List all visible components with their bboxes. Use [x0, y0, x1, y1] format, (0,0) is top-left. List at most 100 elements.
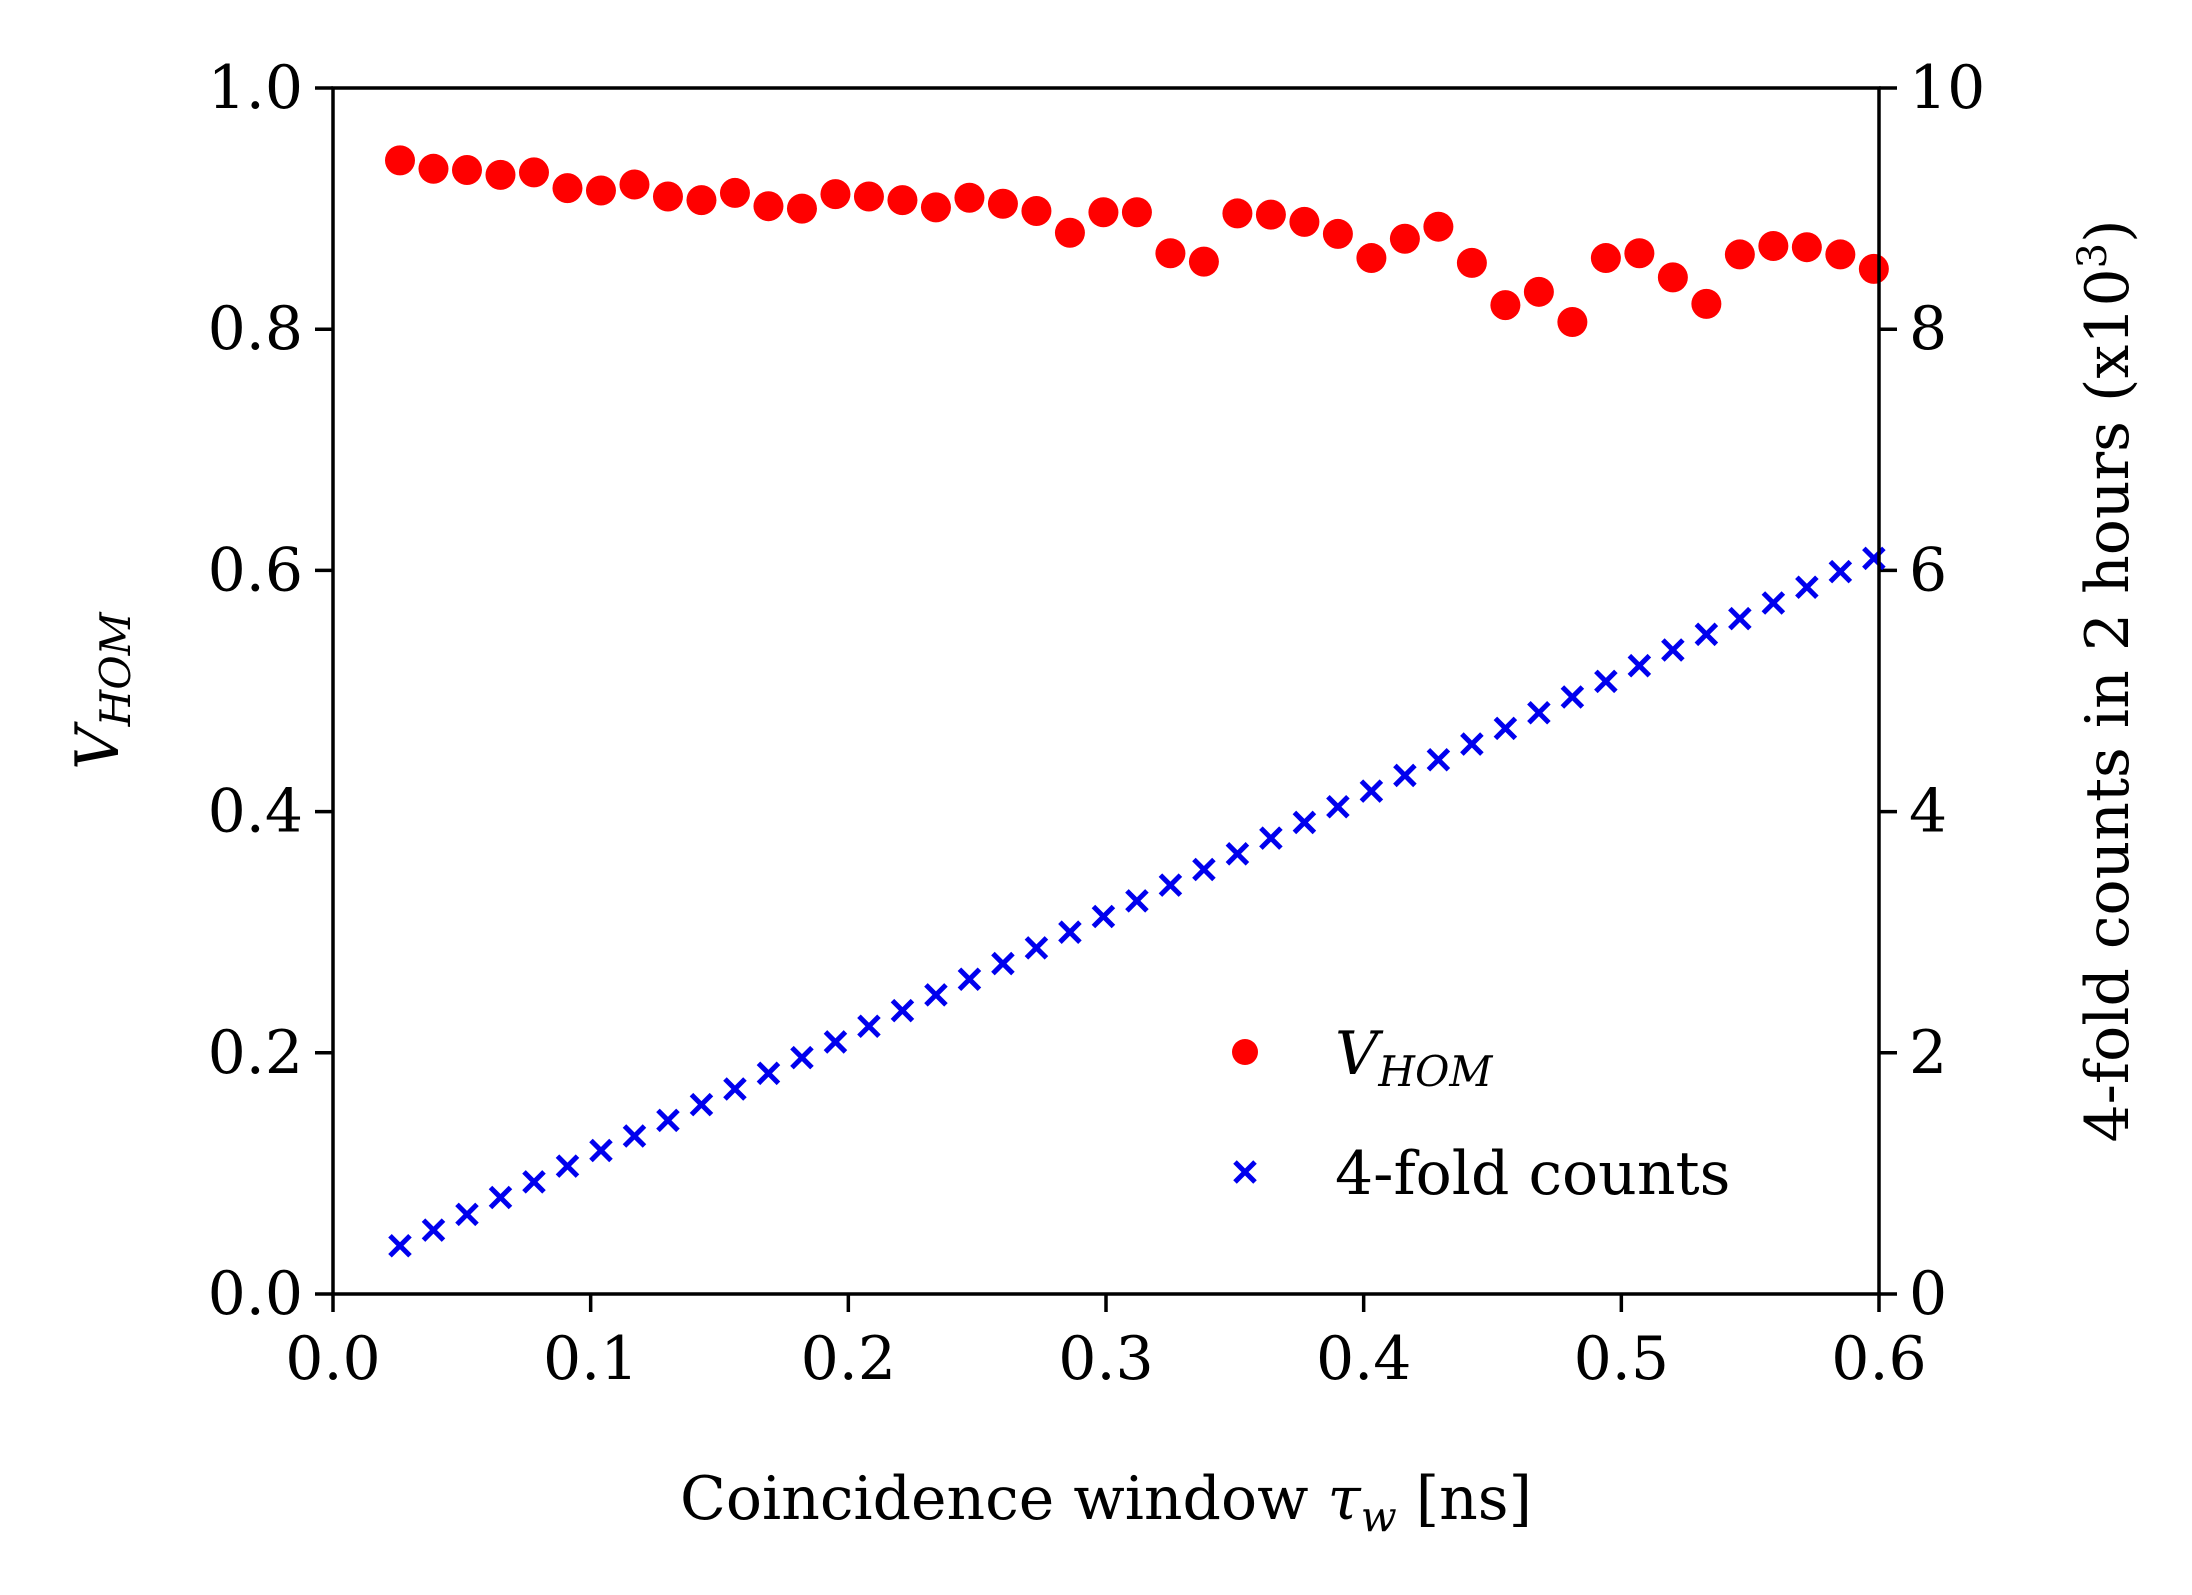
- counts-point: [622, 1124, 647, 1148]
- counts-point: [1292, 810, 1317, 835]
- vhom-point: [1188, 246, 1219, 277]
- counts-point: [756, 1061, 781, 1086]
- vhom-point: [887, 185, 918, 216]
- counts-series: [388, 546, 1886, 1258]
- legend-vhom-marker: [1232, 1039, 1258, 1065]
- x-axis-label-suffix: [ns]: [1397, 1464, 1532, 1534]
- counts-point-stroke: [689, 1092, 714, 1117]
- vhom-point: [1088, 197, 1119, 228]
- y-axis-right-label-close: ): [2073, 219, 2143, 242]
- counts-point-stroke: [1393, 763, 1417, 788]
- vhom-point: [1657, 262, 1688, 293]
- y-left-tick-label: 0.4: [208, 777, 303, 847]
- counts-point: [1058, 920, 1082, 944]
- counts-point: [589, 1138, 613, 1163]
- counts-point-stroke: [1359, 779, 1384, 803]
- y-left-tick-label: 0.0: [208, 1259, 303, 1329]
- counts-point: [924, 983, 948, 1007]
- counts-point-stroke: [1125, 889, 1149, 913]
- counts-point: [1393, 763, 1417, 788]
- vhom-point: [954, 182, 985, 213]
- y-axis-right-label: 4-fold counts in 2 hours (x103): [2070, 219, 2143, 1142]
- legend-vhom-symbol: V: [1335, 1019, 1384, 1089]
- counts-point-stroke: [890, 998, 915, 1023]
- counts-point-stroke: [957, 967, 982, 992]
- counts-point: [1795, 575, 1819, 600]
- counts-point-stroke: [1728, 606, 1752, 631]
- counts-point-stroke: [522, 1170, 546, 1194]
- x-tick-label: 0.4: [1316, 1324, 1411, 1394]
- vhom-point: [384, 145, 415, 176]
- counts-point: [388, 1233, 412, 1258]
- counts-point-stroke: [790, 1045, 814, 1070]
- counts-point: [1326, 795, 1350, 819]
- counts-point-stroke: [1627, 653, 1652, 678]
- x-tick-label: 0.5: [1574, 1324, 1669, 1394]
- y-left-tick-label: 0.6: [208, 535, 303, 605]
- vhom-point: [1691, 288, 1722, 319]
- axis-ticks-layer: 0.0 0.1 0.2 0.3 0.4 0.5 0.6 0.0 0.2 0.4 0.6 0.8 1.0 0…: [208, 53, 1986, 1394]
- plot-frame: [331, 86, 1881, 1296]
- counts-point: [1728, 606, 1752, 631]
- x-tick-label: 0.1: [543, 1324, 638, 1394]
- vhom-point: [1322, 218, 1353, 249]
- vhom-point: [1758, 230, 1789, 261]
- vhom-point: [485, 159, 516, 190]
- vhom-point: [1155, 238, 1186, 269]
- counts-point: [689, 1092, 714, 1117]
- x-tick-label: 0.2: [801, 1324, 896, 1394]
- counts-point: [1828, 559, 1853, 584]
- vhom-point: [1590, 243, 1621, 274]
- x-axis-label-prefix: Coincidence window: [680, 1464, 1328, 1534]
- counts-point: [1761, 591, 1786, 615]
- x-axis-label-symbol: τ: [1328, 1464, 1362, 1534]
- vhom-point: [1255, 199, 1286, 230]
- counts-point-stroke: [1594, 669, 1618, 694]
- vhom-point: [820, 179, 851, 210]
- counts-point: [957, 967, 982, 992]
- vhom-point: [786, 193, 817, 224]
- y-left-tick-label: 1.0: [208, 53, 303, 123]
- counts-point: [1527, 700, 1551, 725]
- y-right-tick-label: 8: [1909, 294, 1947, 364]
- y-right-tick-label: 10: [1909, 53, 1985, 123]
- y-axis-right-label-text: 4-fold counts in 2 hours (x10: [2073, 268, 2143, 1142]
- counts-point: [1192, 857, 1216, 882]
- legend-counts-x-stroke: [1233, 1160, 1257, 1184]
- vhom-point: [1456, 247, 1487, 278]
- vhom-point: [1423, 211, 1454, 242]
- counts-point-stroke: [1795, 575, 1819, 600]
- vhom-point: [1624, 238, 1655, 269]
- counts-point-stroke: [1259, 826, 1283, 850]
- vhom-point: [719, 177, 750, 208]
- counts-point-stroke: [1828, 559, 1853, 584]
- counts-point-stroke: [857, 1014, 881, 1039]
- counts-point-stroke: [1292, 810, 1317, 835]
- counts-point: [421, 1218, 446, 1242]
- counts-point-stroke: [388, 1233, 412, 1258]
- legend-counts-marker: [1233, 1160, 1257, 1184]
- y-left-tick-label: 0.8: [208, 294, 303, 364]
- vhom-point: [920, 192, 951, 223]
- counts-point-stroke: [656, 1108, 680, 1133]
- counts-point-stroke: [991, 951, 1015, 976]
- vhom-point: [451, 155, 482, 186]
- counts-point: [656, 1108, 680, 1133]
- vhom-point: [753, 191, 784, 222]
- counts-point: [555, 1154, 580, 1178]
- y-left-tick-label: 0.2: [208, 1018, 303, 1088]
- vhom-point: [1356, 243, 1387, 274]
- legend-counts-label: 4-fold counts: [1335, 1139, 1730, 1209]
- counts-point: [1359, 779, 1384, 803]
- counts-point: [1426, 747, 1451, 772]
- legend-vhom-label: VHOM: [1335, 1019, 1493, 1096]
- counts-point: [1493, 716, 1518, 741]
- legend-counts-x: [1233, 1160, 1257, 1184]
- vhom-point: [1289, 206, 1320, 237]
- vhom-point: [987, 188, 1018, 219]
- vhom-point: [1791, 232, 1822, 263]
- counts-point-stroke: [555, 1154, 580, 1178]
- counts-point-stroke: [1192, 857, 1216, 882]
- counts-point-stroke: [1426, 747, 1451, 772]
